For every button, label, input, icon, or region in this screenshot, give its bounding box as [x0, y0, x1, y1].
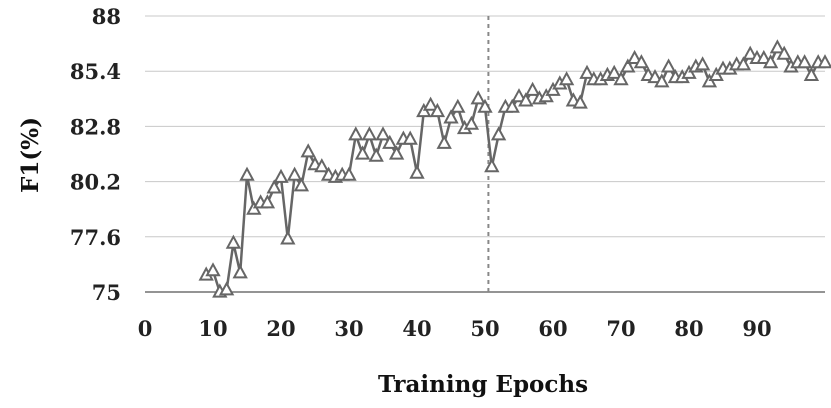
series-group	[198, 39, 831, 298]
data-point-triangle	[470, 90, 486, 105]
data-point-triangle	[218, 281, 235, 296]
gridlines	[145, 15, 825, 293]
data-point-triangle	[654, 73, 670, 88]
data-point-triangle	[232, 264, 248, 279]
data-point-triangle	[558, 71, 575, 86]
data-point-triangle	[694, 56, 711, 71]
data-point-triangle	[484, 158, 500, 173]
data-point-triangle	[450, 98, 466, 113]
series-line	[205, 46, 825, 294]
data-point-triangle	[660, 58, 677, 73]
data-point-triangle	[388, 145, 405, 160]
data-point-triangle	[769, 39, 786, 54]
data-point-triangle	[300, 143, 316, 158]
data-point-triangle	[280, 230, 296, 245]
data-point-triangle	[572, 94, 588, 109]
data-point-triangle	[613, 71, 629, 86]
data-point-triangle	[266, 179, 282, 194]
data-point-triangle	[375, 126, 391, 141]
y-tick-label: 88	[92, 4, 121, 29]
data-point-triangle	[205, 262, 221, 277]
x-tick-label: 20	[266, 316, 295, 341]
data-point-triangle	[409, 164, 425, 179]
data-point-triangle	[225, 234, 242, 249]
x-tick-label: 70	[606, 316, 635, 341]
data-point-triangle	[518, 92, 534, 107]
data-point-triangle	[504, 98, 520, 113]
data-point-triangle	[647, 69, 663, 84]
data-point-triangle	[579, 64, 595, 79]
data-point-triangle	[626, 49, 643, 64]
x-tick-label: 90	[742, 316, 771, 341]
data-point-triangle	[348, 126, 364, 141]
x-tick-label: 10	[198, 316, 227, 341]
data-point-triangle	[361, 126, 378, 141]
x-tick-label: 40	[402, 316, 431, 341]
data-point-triangle	[273, 168, 289, 183]
x-axis-title: Training Epochs	[378, 371, 588, 398]
data-point-triangle	[620, 58, 636, 73]
data-point-triangle	[796, 54, 813, 69]
data-point-triangle	[817, 54, 831, 69]
data-point-triangle	[490, 126, 507, 141]
data-point-triangle	[239, 166, 255, 181]
data-point-triangle	[293, 177, 310, 192]
x-tick-label: 80	[674, 316, 703, 341]
data-point-triangle	[443, 109, 459, 124]
y-axis-title: F1(%)	[17, 117, 44, 193]
data-point-triangle	[776, 45, 792, 60]
data-point-triangle	[735, 56, 752, 71]
data-point-triangle	[756, 49, 772, 64]
y-tick-label: 85.4	[70, 59, 121, 84]
data-point-triangle	[511, 88, 527, 103]
x-tick-label: 30	[334, 316, 363, 341]
data-point-triangle	[762, 54, 779, 69]
data-point-triangle	[524, 81, 541, 96]
data-point-triangle	[341, 166, 357, 181]
y-tick-label: 77.6	[70, 225, 121, 250]
data-point-triangle	[429, 102, 446, 118]
data-point-triangle	[477, 98, 493, 113]
y-tick-labels: 75 77.6 80.2 82.8 85.4 88	[70, 4, 121, 305]
y-tick-label: 82.8	[70, 114, 121, 139]
data-point-triangle	[633, 54, 650, 69]
data-point-triangle	[368, 147, 384, 162]
data-point-triangle	[286, 166, 303, 181]
data-point-triangle	[463, 115, 480, 130]
data-point-triangle	[354, 145, 371, 160]
x-tick-label: 50	[470, 316, 499, 341]
data-point-triangle	[314, 158, 330, 173]
y-tick-label: 75	[92, 280, 121, 305]
x-tick-label: 0	[138, 316, 153, 341]
data-point-triangle	[382, 134, 398, 149]
data-point-triangle	[436, 134, 452, 149]
data-point-triangle	[259, 194, 276, 209]
y-tick-label: 80.2	[70, 170, 121, 195]
x-tick-label: 60	[538, 316, 567, 341]
data-point-triangle	[422, 96, 439, 111]
data-point-triangle	[742, 45, 758, 60]
x-tick-labels: 0 10 20 30 40 50 60 70 80 90	[138, 316, 772, 341]
data-point-triangle	[606, 64, 622, 79]
data-point-triangle	[402, 130, 418, 145]
data-point-triangle	[803, 66, 820, 81]
